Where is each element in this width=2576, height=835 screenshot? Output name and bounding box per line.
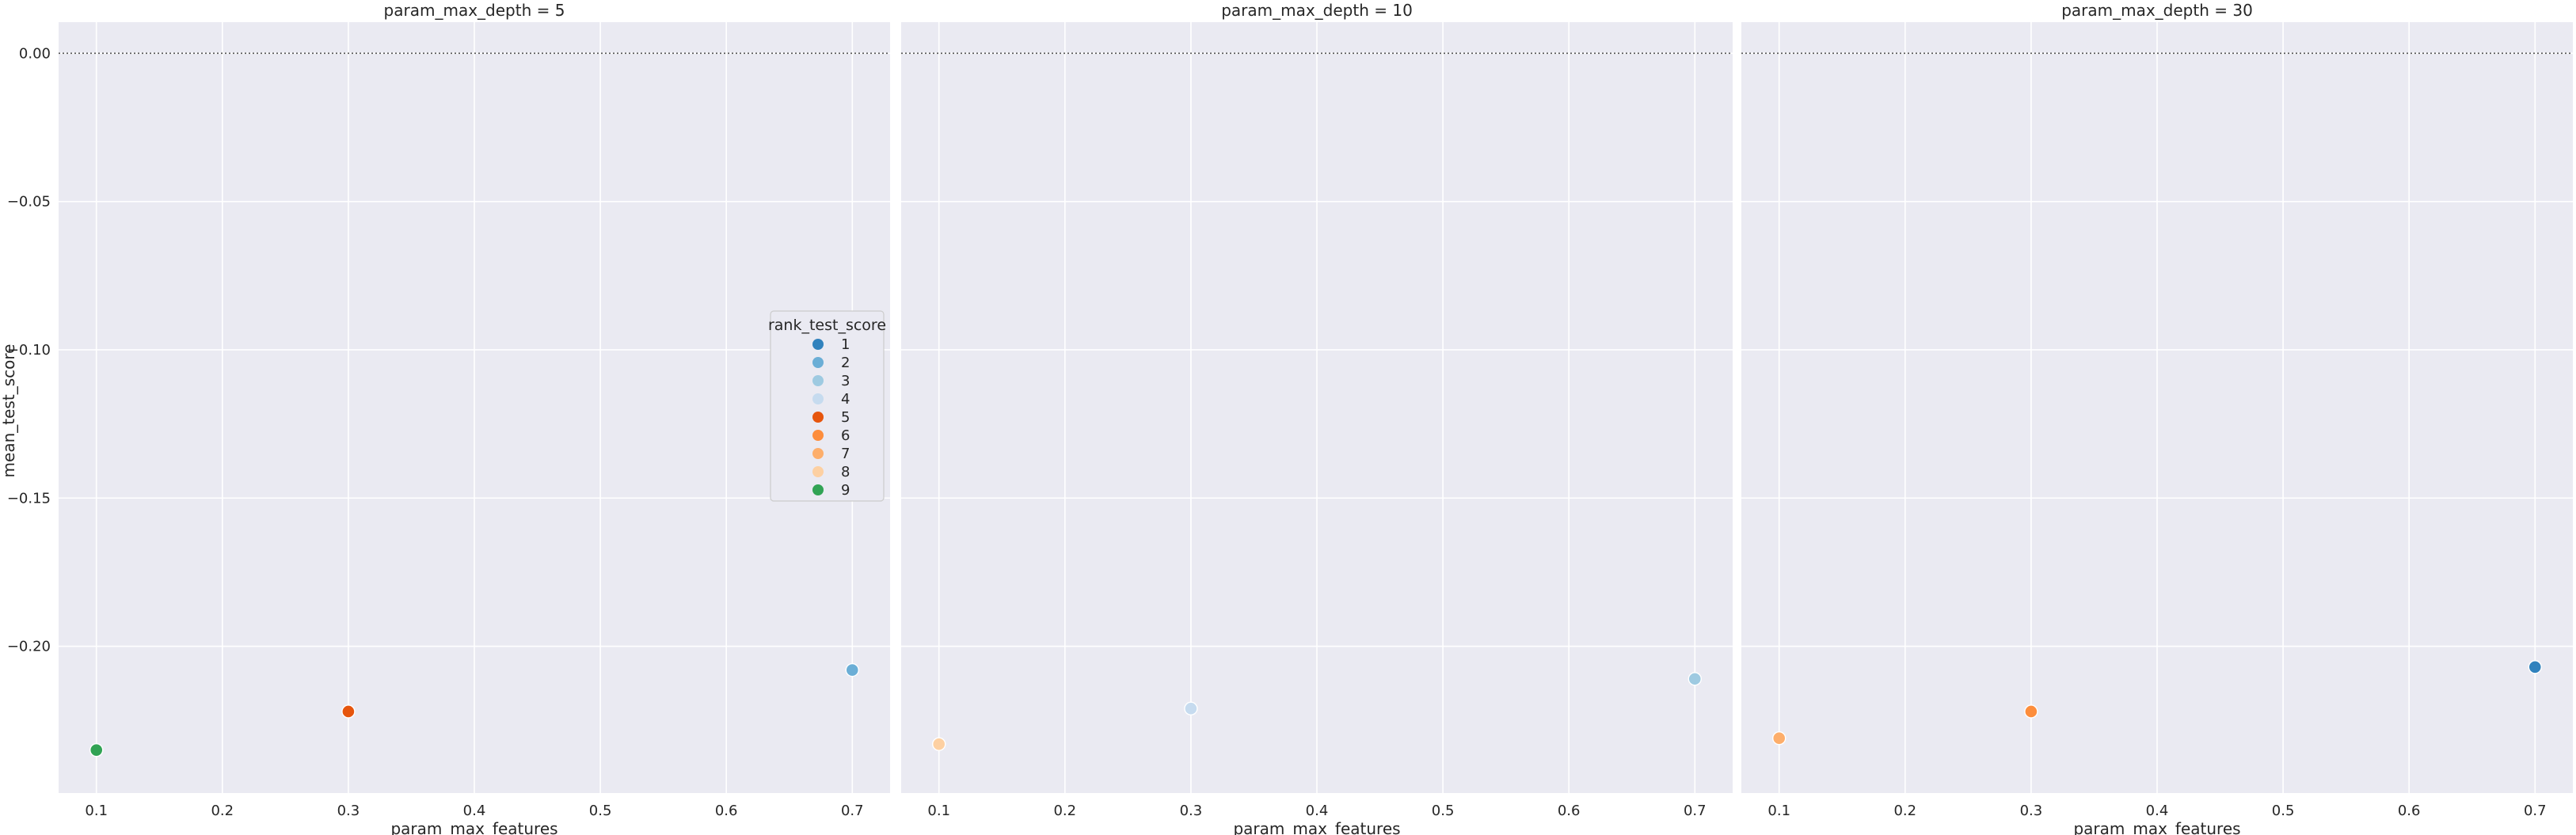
data-point-rank-8 xyxy=(932,737,946,751)
legend-marker xyxy=(812,357,824,368)
facet-panel-3: param_max_depth = 30 0.1 0.2 0.3 0.4 0.5 0.6 0.… xyxy=(1741,1,2573,835)
y-axis-label: mean_test_score xyxy=(0,344,18,478)
legend-box xyxy=(770,310,885,502)
panel-title: param_max_depth = 5 xyxy=(384,1,565,20)
x-tick-label: 0.2 xyxy=(1053,803,1076,819)
x-tick-label: 0.6 xyxy=(715,803,738,819)
x-tick-label: 0.2 xyxy=(1893,803,1916,819)
data-point-rank-3 xyxy=(1688,672,1702,686)
legend-label: 2 xyxy=(841,355,850,371)
x-tick-label: 0.4 xyxy=(1306,803,1329,819)
legend-label: 5 xyxy=(841,409,850,426)
facet-panel-2: param_max_depth = 10 0.1 0.2 0.3 0.4 0.5 0.6 0.… xyxy=(901,1,1733,835)
x-tick-label: 0.7 xyxy=(2524,803,2547,819)
legend-label: 8 xyxy=(841,464,850,480)
legend: rank_test_score 1 2 3 456 7 8 9 xyxy=(768,310,886,502)
legend-marker xyxy=(812,339,824,350)
x-tick-label: 0.5 xyxy=(589,803,612,819)
x-tick-label: 0.3 xyxy=(2020,803,2043,819)
legend-marker xyxy=(812,466,824,477)
panel-title: param_max_depth = 10 xyxy=(1221,1,1413,20)
x-tick-label: 0.6 xyxy=(1558,803,1581,819)
legend-label: 1 xyxy=(841,336,850,353)
data-point-rank-7 xyxy=(1772,731,1786,746)
data-point-rank-2 xyxy=(845,662,859,677)
x-axis-label: param_max_features xyxy=(1233,819,1400,835)
y-tick-label: −0.10 xyxy=(7,342,51,359)
x-tick-label: 0.5 xyxy=(1432,803,1455,819)
legend-label: 7 xyxy=(841,446,850,462)
x-tick-label: 0.4 xyxy=(463,803,486,819)
y-tick-label: −0.05 xyxy=(7,194,51,211)
x-tick-label: 0.1 xyxy=(927,803,950,819)
legend-title: rank_test_score xyxy=(768,317,886,334)
x-tick-label: 0.3 xyxy=(337,803,360,819)
legend-marker xyxy=(812,430,824,441)
legend-marker xyxy=(812,412,824,423)
data-point-rank-9 xyxy=(89,742,104,757)
data-point-rank-6 xyxy=(2024,704,2038,719)
legend-marker xyxy=(812,375,824,386)
legend-marker xyxy=(812,484,824,495)
data-point-rank-5 xyxy=(341,704,356,719)
x-tick-label: 0.2 xyxy=(211,803,234,819)
x-tick-label: 0.1 xyxy=(1767,803,1790,819)
x-tick-label: 0.3 xyxy=(1180,803,1203,819)
x-tick-label: 0.7 xyxy=(841,803,864,819)
x-axis-label: param_max_features xyxy=(390,819,557,835)
x-tick-label: 0.7 xyxy=(1684,803,1707,819)
x-tick-label: 0.1 xyxy=(85,803,108,819)
data-point-rank-1 xyxy=(2528,660,2542,674)
facet-panel-1: param_max_depth = 5 0.1 0.2 0.3 0.4 0.5 0.6 0.7… xyxy=(7,1,890,835)
data-point-rank-4 xyxy=(1184,701,1198,715)
legend-label: 3 xyxy=(841,373,850,389)
y-tick-label: −0.15 xyxy=(7,490,51,507)
legend-marker xyxy=(812,393,824,404)
y-tick-label: 0.00 xyxy=(19,45,51,62)
y-tick-label: −0.20 xyxy=(7,639,51,655)
panel-title: param_max_depth = 30 xyxy=(2061,1,2253,20)
x-tick-label: 0.6 xyxy=(2398,803,2421,819)
x-axis-label: param_max_features xyxy=(2073,819,2240,835)
x-tick-label: 0.4 xyxy=(2146,803,2169,819)
legend-label: 4 xyxy=(841,391,850,408)
legend-label: 6 xyxy=(841,427,850,444)
x-tick-label: 0.5 xyxy=(2272,803,2295,819)
legend-marker xyxy=(812,448,824,459)
legend-label: 9 xyxy=(841,482,850,499)
